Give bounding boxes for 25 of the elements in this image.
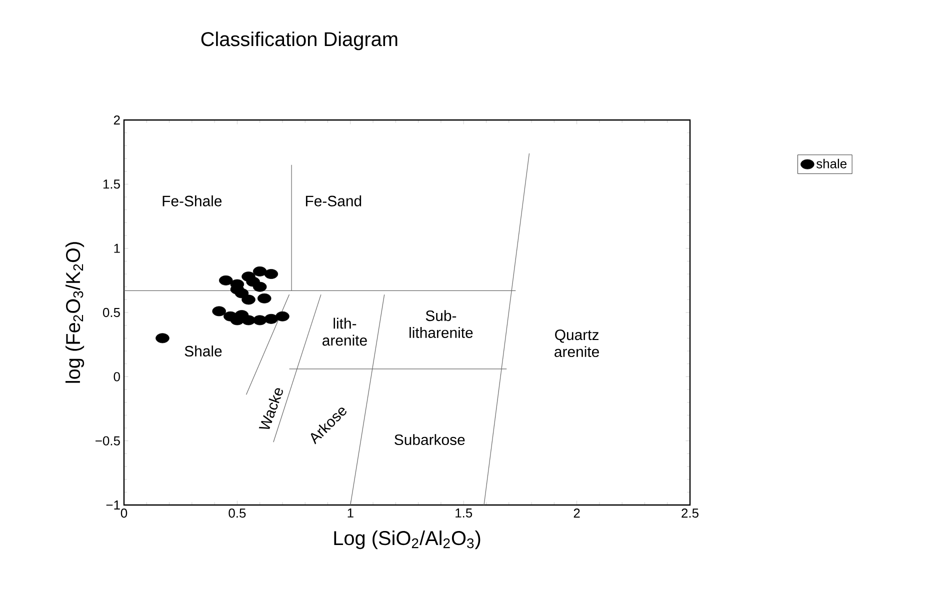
x-tick-label: 2.5 bbox=[682, 508, 698, 518]
y-tick-label: 2 bbox=[114, 115, 120, 125]
annotation: Fe-Sand bbox=[306, 195, 362, 206]
annotation: Fe-Shale bbox=[162, 195, 222, 206]
x-tick-label: 0 bbox=[120, 508, 128, 518]
annotation: Quartz arenite bbox=[554, 330, 599, 358]
y-tick-label: 1.5 bbox=[103, 180, 120, 189]
y-tick-label: 0 bbox=[114, 372, 120, 382]
x-tick-label: 0.5 bbox=[228, 508, 246, 518]
annotation: Subarkose bbox=[394, 434, 465, 446]
x-tick-label: 1 bbox=[348, 508, 354, 518]
x-tick-label: 2 bbox=[574, 508, 580, 518]
y-axis-title: log (Fe$_{2}$O$_{3}$/K$_{2}$O) bbox=[66, 242, 84, 383]
y-tick-label: −0.5 bbox=[96, 436, 120, 446]
annotation: Wacke bbox=[258, 388, 283, 429]
y-tick-label: 0.5 bbox=[102, 308, 120, 318]
annotation: lith- arenite bbox=[322, 318, 367, 346]
y-tick-label: 1 bbox=[114, 244, 120, 253]
x-tick-label: 1.5 bbox=[456, 508, 472, 518]
y-tick-label: −1 bbox=[106, 500, 120, 510]
chart-title: Classification Diagram bbox=[201, 32, 398, 50]
legend-label: shale bbox=[816, 158, 846, 168]
annotation: Sub- litharenite bbox=[410, 310, 473, 338]
x-axis-title: Log (SiO$_{2}$/Al$_{2}$O$_{3}$) bbox=[334, 530, 480, 550]
annotation: Shale bbox=[184, 346, 222, 356]
